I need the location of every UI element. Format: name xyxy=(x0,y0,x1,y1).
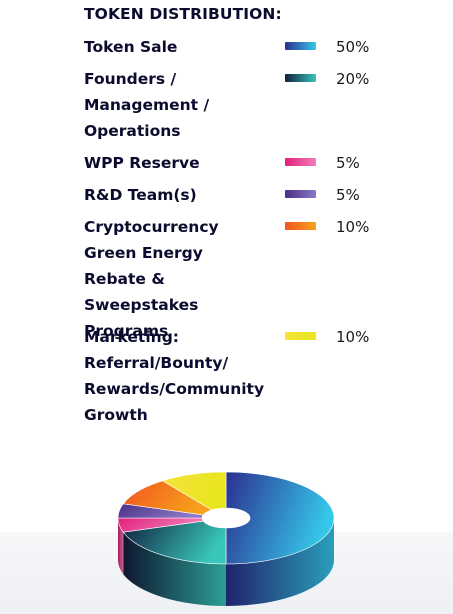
slice-side-founders xyxy=(123,532,226,606)
legend-label: Cryptocurrency Green Energy Rebate & Swe… xyxy=(84,218,219,340)
legend-label: Token Sale xyxy=(84,38,178,56)
legend-swatch xyxy=(285,158,316,166)
legend-label: R&D Team(s) xyxy=(84,186,197,204)
legend-label: WPP Reserve xyxy=(84,154,200,172)
legend-value: 10% xyxy=(336,218,370,236)
legend-value: 50% xyxy=(336,38,370,56)
legend-value: 20% xyxy=(336,70,370,88)
legend-value: 10% xyxy=(336,328,370,346)
chart-title: TOKEN DISTRIBUTION: xyxy=(84,5,282,23)
donut-sides xyxy=(118,518,334,606)
slice-side-token-sale xyxy=(226,518,334,606)
donut-top xyxy=(117,471,335,565)
legend-value: 5% xyxy=(336,154,360,172)
legend-swatch xyxy=(285,42,316,50)
legend-swatch xyxy=(285,332,316,340)
slice-side-wpp-reserve xyxy=(118,518,124,575)
donut-hole xyxy=(202,508,250,528)
legend-swatch xyxy=(285,74,316,82)
legend-swatch xyxy=(285,190,316,198)
legend-swatch xyxy=(285,222,316,230)
legend-value: 5% xyxy=(336,186,360,204)
legend-label: Marketing: Referral/Bounty/ Rewards/Comm… xyxy=(84,328,265,424)
legend-label: Founders / Management / Operations xyxy=(84,70,210,140)
